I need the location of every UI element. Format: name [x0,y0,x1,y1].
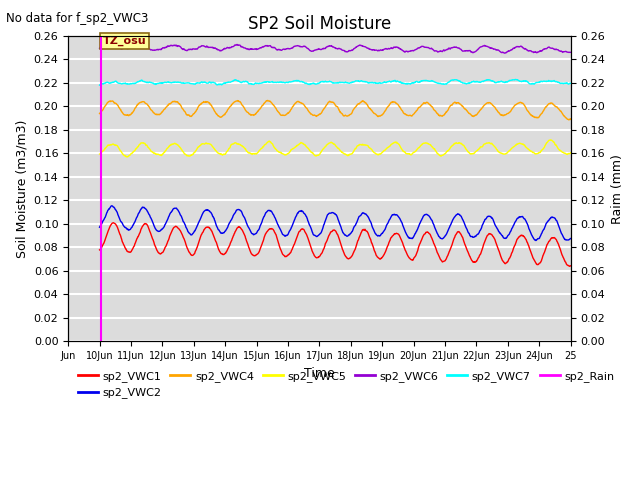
sp2_VWC5 [124,154,132,160]
sp2_VWC7 [189,81,197,87]
sp2_VWC1 [253,251,261,257]
sp2_VWC1 [408,257,415,263]
sp2_VWC4 [189,112,196,118]
sp2_VWC4 [511,102,519,108]
Line: sp2_VWC5: sp2_VWC5 [100,140,571,157]
Text: TZ_osu: TZ_osu [102,36,147,47]
sp2_VWC6 [408,48,415,54]
sp2_VWC2 [253,228,261,234]
sp2_VWC7 [567,80,575,86]
sp2_VWC5 [201,141,209,147]
sp2_VWC2 [201,208,209,214]
sp2_VWC5 [189,152,197,157]
sp2_VWC7 [470,79,477,84]
sp2_VWC5 [470,150,477,156]
sp2_VWC5 [408,151,415,157]
Text: No data for f_sp2_VWC3: No data for f_sp2_VWC3 [6,12,148,25]
Title: SP2 Soil Moisture: SP2 Soil Moisture [248,15,391,33]
sp2_VWC2 [470,234,477,240]
sp2_VWC6 [501,50,509,56]
sp2_VWC4 [470,114,477,120]
sp2_VWC6 [470,49,477,55]
Line: sp2_VWC2: sp2_VWC2 [100,206,571,240]
sp2_VWC1 [567,263,575,269]
sp2_VWC4 [96,111,104,117]
sp2_VWC1 [511,242,519,248]
sp2_VWC7 [201,80,209,85]
sp2_VWC7 [96,82,104,88]
sp2_VWC4 [264,97,271,103]
sp2_VWC2 [108,203,115,209]
sp2_VWC4 [408,113,415,119]
sp2_VWC6 [189,46,197,52]
sp2_VWC5 [547,137,554,143]
sp2_VWC5 [567,150,575,156]
sp2_VWC4 [565,117,573,123]
Y-axis label: Soil Moisture (m3/m3): Soil Moisture (m3/m3) [15,120,28,258]
sp2_VWC1 [201,226,209,232]
sp2_VWC7 [512,77,520,83]
sp2_VWC5 [253,150,261,156]
Line: sp2_VWC4: sp2_VWC4 [100,100,571,120]
sp2_VWC1 [109,220,117,226]
sp2_VWC6 [253,47,261,52]
sp2_VWC6 [96,45,104,51]
sp2_VWC2 [189,230,197,236]
sp2_VWC7 [253,81,261,86]
X-axis label: Time: Time [304,367,335,380]
sp2_VWC4 [253,109,261,115]
sp2_VWC1 [470,259,477,265]
sp2_VWC5 [96,151,104,157]
sp2_VWC2 [408,235,415,241]
sp2_VWC4 [200,99,208,105]
sp2_VWC7 [408,80,415,86]
sp2_VWC6 [567,49,575,55]
sp2_VWC5 [511,143,519,149]
sp2_VWC1 [189,252,197,258]
Line: sp2_VWC1: sp2_VWC1 [100,223,571,266]
sp2_VWC6 [201,44,209,49]
sp2_VWC1 [566,264,573,269]
sp2_VWC2 [532,238,540,243]
sp2_VWC2 [96,224,104,230]
Legend: sp2_VWC1, sp2_VWC2, sp2_VWC4, sp2_VWC5, sp2_VWC6, sp2_VWC7, sp2_Rain: sp2_VWC1, sp2_VWC2, sp2_VWC4, sp2_VWC5, … [74,367,619,403]
Line: sp2_VWC7: sp2_VWC7 [100,80,571,85]
Line: sp2_VWC6: sp2_VWC6 [100,43,571,53]
sp2_VWC1 [96,247,104,253]
Y-axis label: Raim (mm): Raim (mm) [611,154,624,224]
sp2_VWC6 [104,40,112,46]
sp2_VWC2 [567,236,575,241]
sp2_VWC7 [511,77,519,83]
sp2_VWC6 [511,45,519,50]
sp2_VWC7 [96,83,104,88]
sp2_VWC2 [511,219,519,225]
sp2_VWC4 [567,116,575,122]
